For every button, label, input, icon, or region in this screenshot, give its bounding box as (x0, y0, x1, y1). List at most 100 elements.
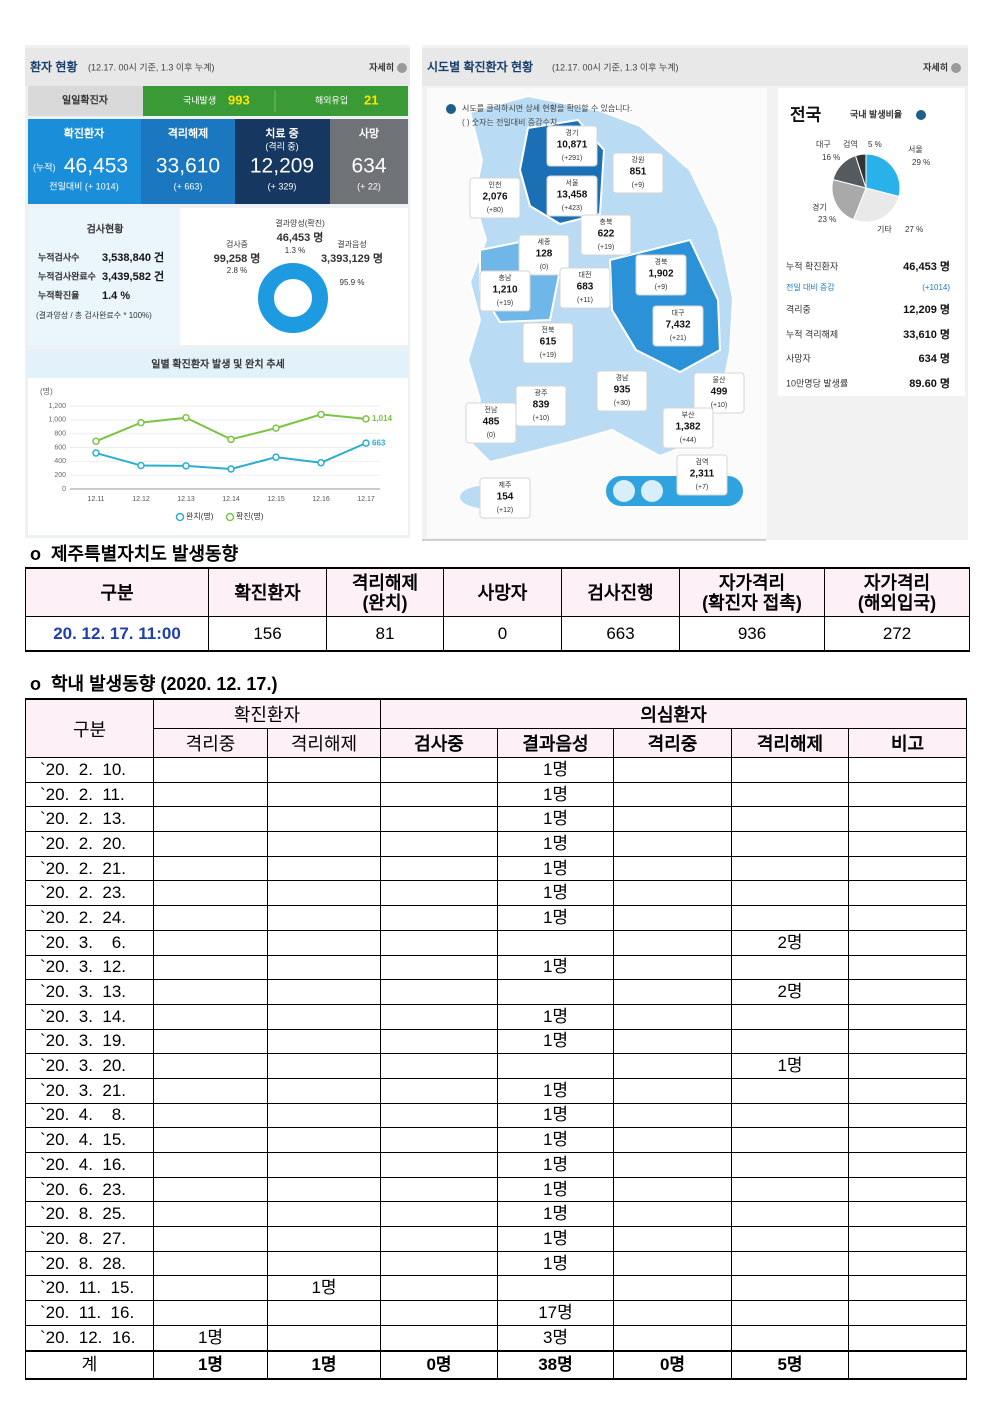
label: 누적검사완료수 (38, 270, 96, 281)
cell (153, 1300, 268, 1326)
label: 전일 대비 증감 (786, 282, 835, 292)
cell (153, 979, 268, 1005)
cell: 156 (208, 616, 327, 652)
header-cell: 격리해제 (완치) (326, 567, 444, 617)
cell (267, 1127, 381, 1153)
cell (613, 757, 732, 783)
cell (153, 1053, 268, 1079)
value: 12,209 (250, 155, 314, 178)
point (182, 462, 190, 470)
pie-label: 경기 (812, 202, 827, 212)
label: 확진환자 (64, 126, 105, 140)
cell: 계 (25, 1349, 154, 1379)
cell (847, 1275, 968, 1302)
cell (731, 1275, 849, 1302)
label: 누적 격리해제 (786, 328, 838, 339)
y-tick-label: 400 (54, 458, 66, 465)
region-change: (+30) (614, 400, 631, 407)
cell (153, 781, 268, 808)
cell (153, 1127, 268, 1153)
data-row: `20. 3. 14. 1명 (25, 1003, 968, 1030)
label: 10만명당 발생률 (786, 378, 848, 388)
label: 1.3 % (285, 246, 305, 255)
data-row: 20. 12. 17. 11:00 156 81 0 663 936 272 (25, 616, 970, 652)
cell (267, 757, 381, 783)
data-row: `20. 8. 25. 1명 (25, 1201, 968, 1228)
value: 46,453 (64, 155, 128, 178)
region-name: 전북 (542, 325, 555, 334)
cell (731, 1102, 849, 1129)
data-row: `20. 2. 24. 1명 (25, 905, 968, 931)
cell (731, 806, 849, 833)
cell: `20. 3. 19. (25, 1028, 154, 1055)
region-box (612, 152, 664, 194)
icon (641, 480, 663, 502)
pie-value: 27 % (905, 225, 923, 234)
label: 일일확진자 (62, 94, 109, 107)
cell: `20. 8. 28. (25, 1250, 154, 1277)
cell (613, 1275, 732, 1302)
cell (731, 1152, 849, 1178)
point (317, 410, 325, 419)
point (272, 424, 280, 432)
region-name: 충북 (600, 217, 613, 226)
pie-slice (865, 153, 901, 198)
trend-box (28, 350, 408, 535)
region-box (652, 305, 704, 347)
cell: 1명 (497, 855, 614, 882)
region-total: 1,210 (492, 285, 517, 296)
region-box (559, 267, 611, 309)
cell: 1명 (267, 1275, 381, 1302)
region-name: 경기 (566, 128, 579, 137)
cell (613, 1077, 732, 1104)
pie-label: 서울 (908, 145, 923, 154)
cell (731, 1250, 849, 1277)
cell (497, 1053, 614, 1079)
cell: `20. 4. 8. (25, 1102, 154, 1129)
cell: 2명 (731, 979, 849, 1005)
y-tick-label: 800 (54, 431, 66, 438)
cell (380, 929, 498, 956)
cell (267, 1226, 381, 1252)
pie-value: 16 % (822, 153, 840, 162)
cell: 1명 (497, 1226, 614, 1252)
cell: `20. 2. 20. (25, 831, 154, 857)
cell (153, 1176, 268, 1203)
cell: `20. 3. 20. (25, 1053, 154, 1079)
region-change: (+9) (655, 284, 668, 291)
label: 국내 발생비율 (850, 108, 902, 119)
region-total: 499 (711, 387, 728, 398)
data-row: `20. 2. 13. 1명 (25, 806, 968, 833)
cell (153, 1201, 268, 1228)
cell (153, 1275, 268, 1302)
data-row: `20. 3. 20. 1명 (25, 1053, 968, 1079)
cell (153, 1226, 268, 1252)
label: (+ 22) (357, 181, 381, 191)
header-cell: 자가격리 (해외입국) (824, 567, 970, 617)
point (227, 465, 235, 473)
cell (380, 831, 498, 857)
region-total: 7,432 (665, 320, 690, 331)
cell (731, 1226, 849, 1252)
cell (267, 1152, 381, 1178)
cell (267, 1176, 381, 1203)
pie-label: 대구 (816, 140, 831, 149)
region-total: 2,311 (690, 469, 715, 480)
tests-left (28, 208, 180, 345)
point (362, 439, 370, 447)
value: 46,453 명 (903, 259, 950, 273)
region-change: (+12) (497, 507, 514, 514)
label: 전일대비 (+ 1014) (49, 181, 118, 191)
cell (847, 1176, 968, 1203)
label: 누적검사수 (38, 251, 79, 262)
cell (153, 1028, 268, 1055)
point (362, 415, 370, 423)
cell (847, 1028, 968, 1055)
legend-label: 확진(명) (236, 511, 264, 521)
cell (497, 929, 614, 956)
label: 2.8 % (227, 266, 247, 275)
cell (380, 1275, 498, 1302)
cell (153, 1250, 268, 1277)
y-tick-label: 1,000 (48, 417, 66, 424)
cell (847, 1226, 968, 1252)
